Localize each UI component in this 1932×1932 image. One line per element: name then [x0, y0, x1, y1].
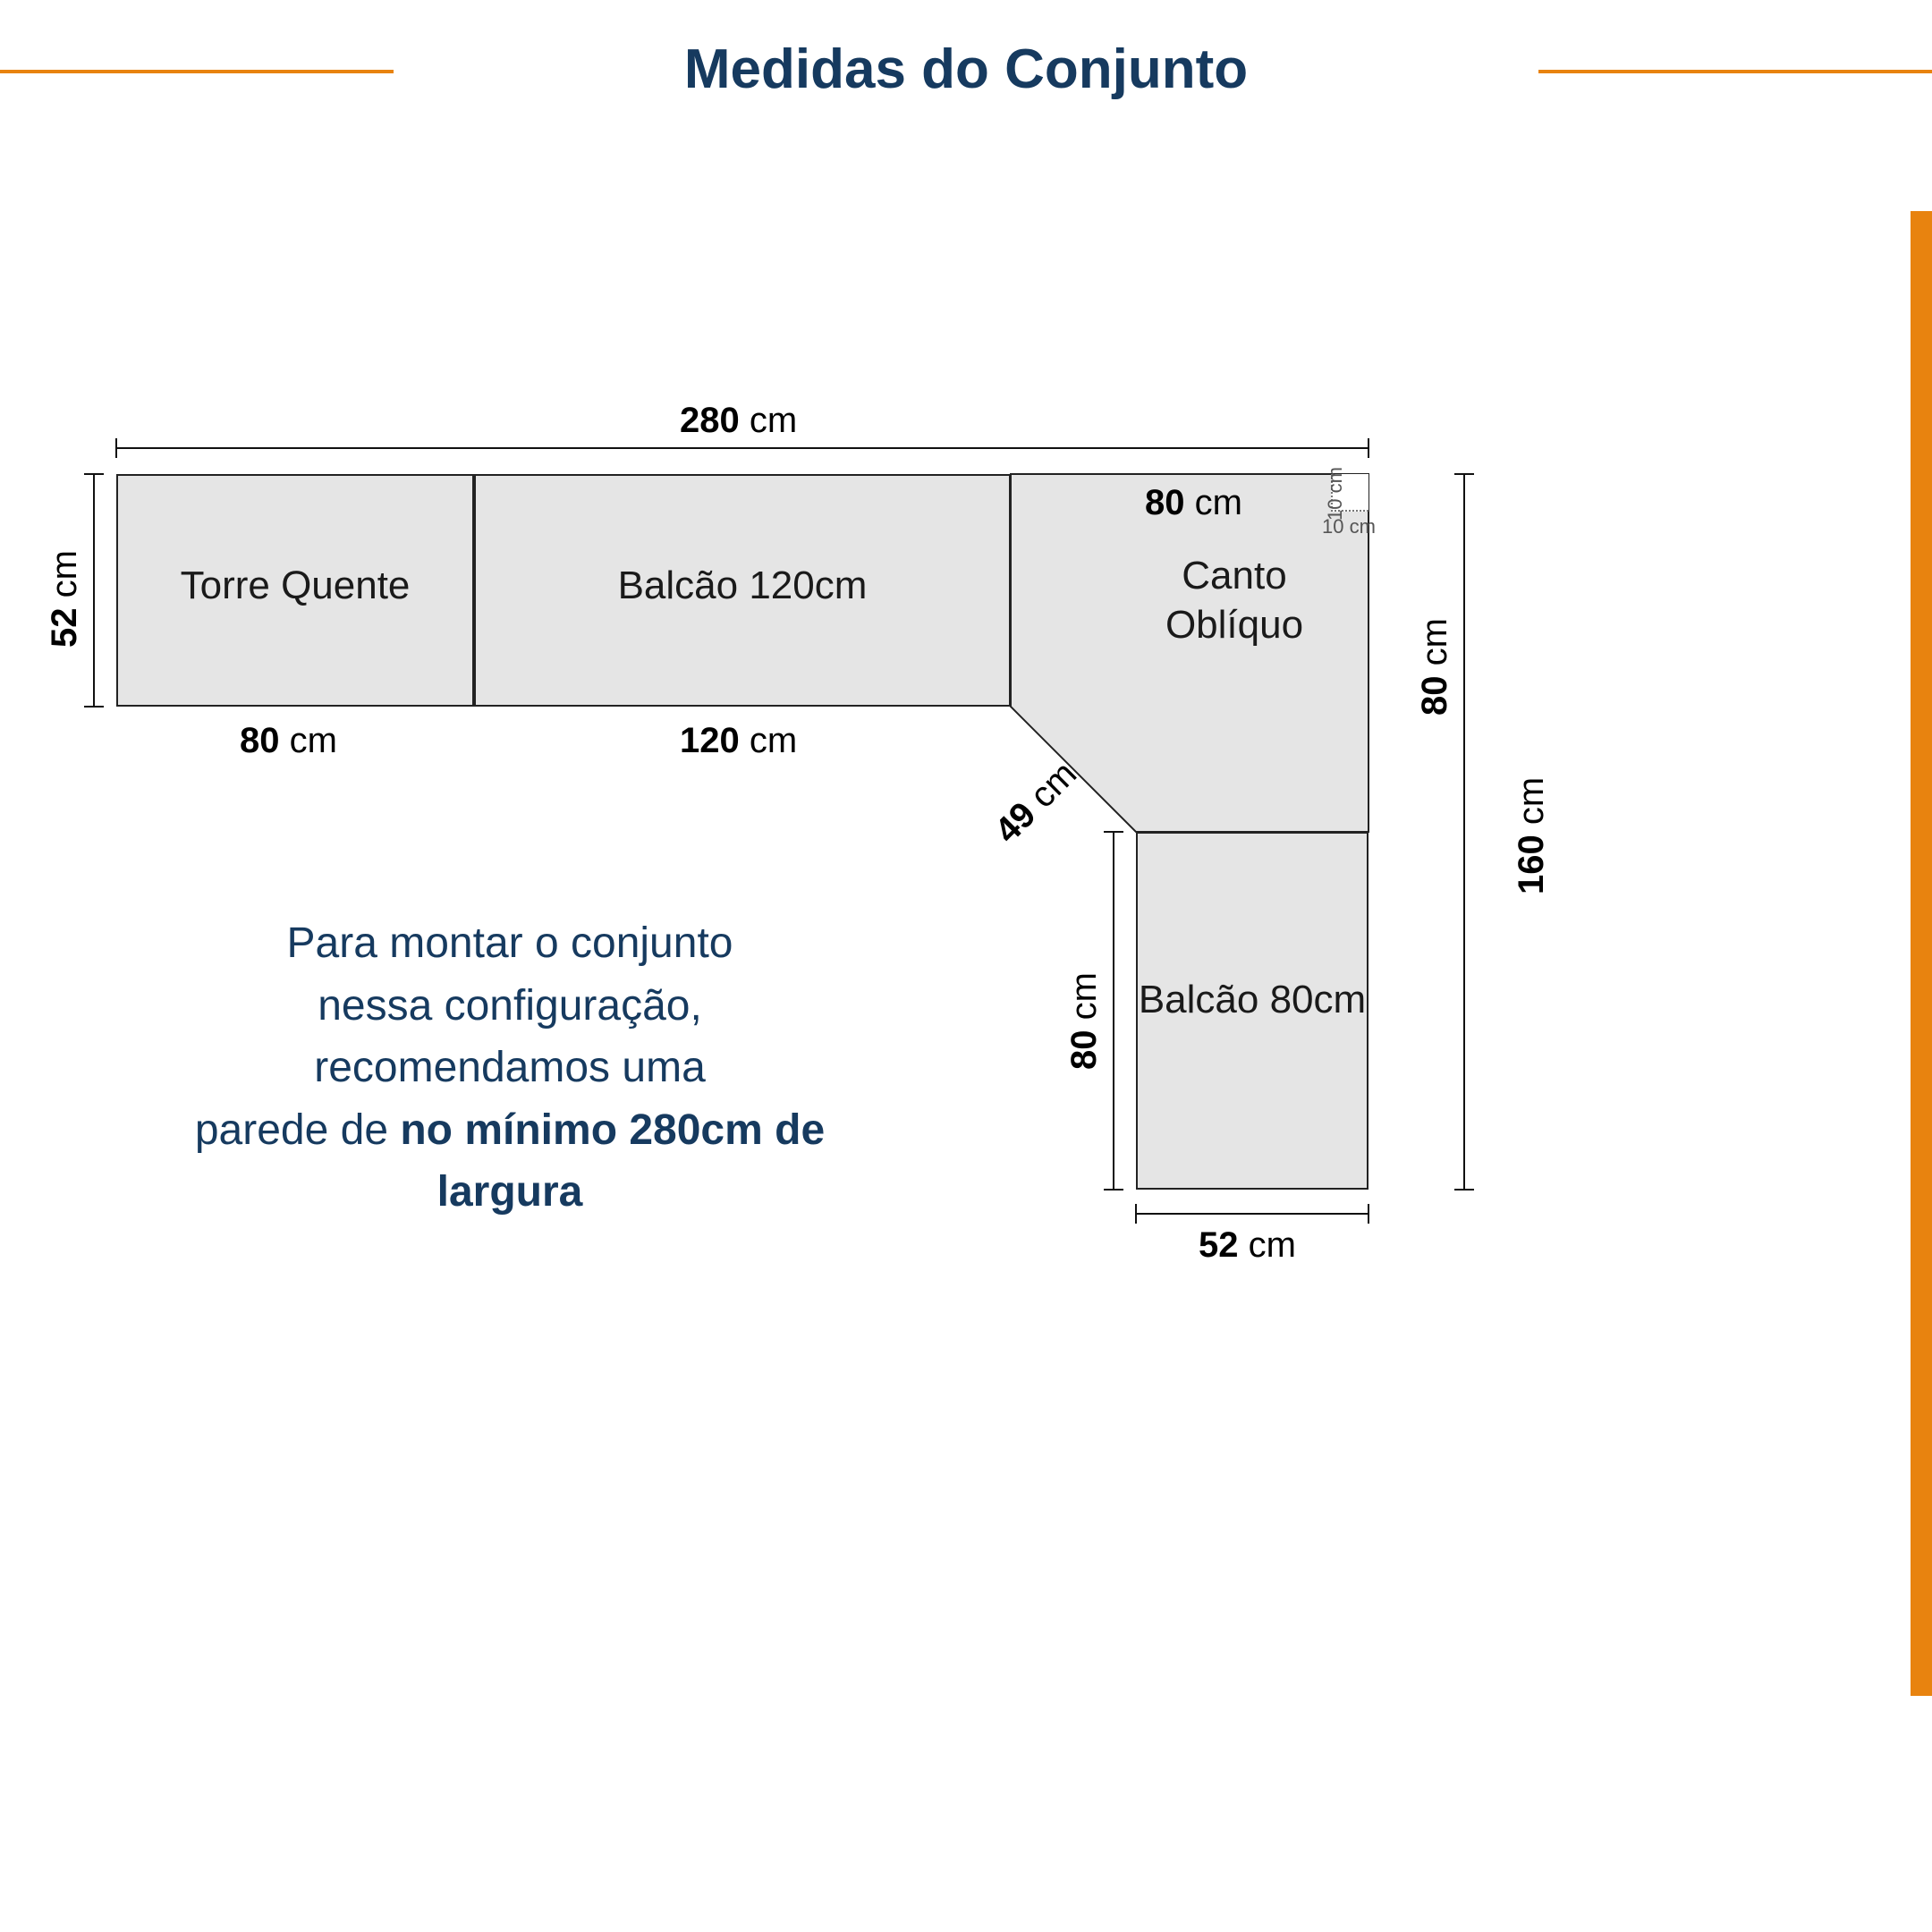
dimtick-balcao80-h-t — [1104, 831, 1123, 833]
dim-balcao80-height: 80 cm — [1064, 972, 1105, 1070]
dimtick-balcao80-w-r — [1368, 1204, 1369, 1224]
label-canto-obliquo: Canto Oblíquo — [1118, 551, 1351, 649]
dimtick-balcao80-h-b — [1104, 1189, 1123, 1191]
dim-total-width: 280 cm — [680, 401, 797, 441]
dimline-total-width — [116, 447, 1368, 449]
dimline-balcao80-h — [1113, 832, 1114, 1190]
dimtick-balcao80-w-l — [1135, 1204, 1137, 1224]
orange-side-bar — [1911, 211, 1932, 1696]
dim-total-height: 160 cm — [1512, 777, 1552, 894]
dimtick-depth-left-b — [84, 706, 104, 708]
dim-balcao120-width: 120 cm — [680, 721, 797, 761]
dimtick-total-height-t — [1454, 473, 1474, 475]
dim-torre-width: 80 cm — [240, 721, 337, 761]
dim-canto-top: 80 cm — [1145, 483, 1242, 523]
dimtick-depth-left-t — [84, 473, 104, 475]
dim-depth-left: 52 cm — [45, 550, 85, 648]
title-rule-left — [0, 70, 394, 73]
dimline-depth-left — [93, 474, 95, 707]
diagram-canvas: Medidas do Conjunto Torre Quente Balcão … — [0, 0, 1932, 1932]
dimtick-total-width-l — [115, 438, 117, 458]
dimtick-total-width-r — [1368, 438, 1369, 458]
dim-notch-bottom: 10 cm — [1322, 515, 1376, 538]
dim-canto-diag: 49 cm — [987, 754, 1085, 852]
label-balcao-80: Balcão 80cm — [1136, 975, 1368, 1024]
label-torre-quente: Torre Quente — [116, 564, 474, 608]
dim-balcao80-width: 52 cm — [1199, 1225, 1296, 1266]
label-balcao-120: Balcão 120cm — [474, 564, 1011, 608]
recommendation-note: Para montar o conjunto nessa configuraçã… — [188, 912, 832, 1224]
dimline-total-height — [1463, 474, 1465, 1190]
title-rule-right — [1538, 70, 1932, 73]
dimtick-total-height-b — [1454, 1189, 1474, 1191]
dim-canto-right: 80 cm — [1415, 618, 1455, 716]
dimline-balcao80-w — [1136, 1213, 1368, 1215]
dim-notch-side: 10 cm — [1324, 467, 1347, 521]
